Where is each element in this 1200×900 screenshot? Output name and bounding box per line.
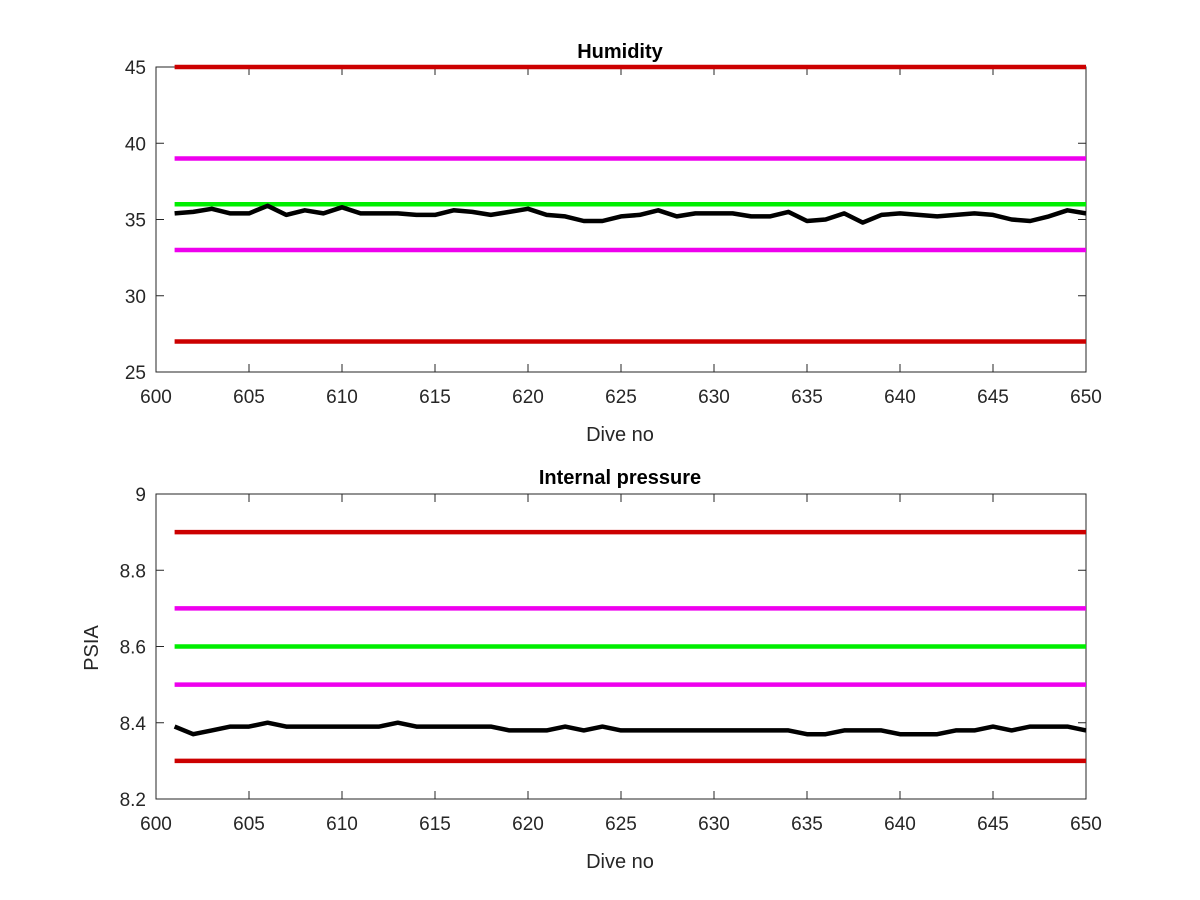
pressure-series-line-4 bbox=[173, 720, 1087, 737]
humidity-xtick-label: 600 bbox=[140, 387, 172, 408]
pressure-xtick-label: 610 bbox=[326, 814, 358, 835]
pressure-xlabel: Dive no bbox=[586, 851, 654, 873]
pressure-xtick-label: 650 bbox=[1070, 814, 1102, 835]
humidity-ytick-label: 25 bbox=[125, 363, 146, 384]
humidity-ytick-label: 40 bbox=[125, 134, 146, 155]
pressure-xtick-label: 625 bbox=[605, 814, 637, 835]
humidity-xtick-label: 630 bbox=[698, 387, 730, 408]
pressure-ytick-label: 9 bbox=[135, 485, 146, 506]
humidity-series-line-3 bbox=[174, 203, 1087, 225]
humidity-xtick-label: 605 bbox=[233, 387, 265, 408]
pressure-ytick-label: 8.6 bbox=[120, 638, 146, 659]
humidity-xtick-label: 610 bbox=[326, 387, 358, 408]
pressure-xtick-label: 635 bbox=[791, 814, 823, 835]
pressure-panel: Internal pressure Dive no PSIA 600 605 610… bbox=[81, 467, 1102, 873]
humidity-plot-area: 600 605 610 615 620 625 630 635 640 645 650 25 30 35 4… bbox=[125, 58, 1102, 408]
pressure-xtick-label: 615 bbox=[419, 814, 451, 835]
humidity-xlabel: Dive no bbox=[586, 424, 654, 446]
humidity-xtick-label: 645 bbox=[977, 387, 1009, 408]
pressure-xtick-label: 605 bbox=[233, 814, 265, 835]
pressure-xtick-label: 600 bbox=[140, 814, 172, 835]
pressure-xtick-label: 620 bbox=[512, 814, 544, 835]
humidity-xtick-label: 635 bbox=[791, 387, 823, 408]
humidity-xtick-label: 615 bbox=[419, 387, 451, 408]
pressure-xtick-label: 645 bbox=[977, 814, 1009, 835]
humidity-title: Humidity bbox=[577, 41, 663, 63]
humidity-ytick-label: 30 bbox=[125, 287, 146, 308]
pressure-ylabel: PSIA bbox=[81, 625, 103, 671]
pressure-xtick-label: 630 bbox=[698, 814, 730, 835]
pressure-ytick-label: 8.2 bbox=[120, 790, 146, 811]
humidity-panel: Humidity Dive no 600 605 610 615 620 625 630 63… bbox=[125, 41, 1102, 446]
humidity-xtick-label: 650 bbox=[1070, 387, 1102, 408]
humidity-xtick-label: 620 bbox=[512, 387, 544, 408]
pressure-xtick-label: 640 bbox=[884, 814, 916, 835]
pressure-title: Internal pressure bbox=[539, 467, 701, 489]
pressure-ytick-label: 8.4 bbox=[120, 714, 147, 735]
humidity-ytick-label: 45 bbox=[125, 58, 146, 79]
pressure-ytick-label: 8.8 bbox=[120, 561, 146, 582]
humidity-xtick-label: 625 bbox=[605, 387, 637, 408]
humidity-ytick-label: 35 bbox=[125, 211, 146, 232]
pressure-plot-area: 600 605 610 615 620 625 630 635 640 645 650 8.2 8.4 8… bbox=[120, 485, 1102, 835]
humidity-xtick-label: 640 bbox=[884, 387, 916, 408]
